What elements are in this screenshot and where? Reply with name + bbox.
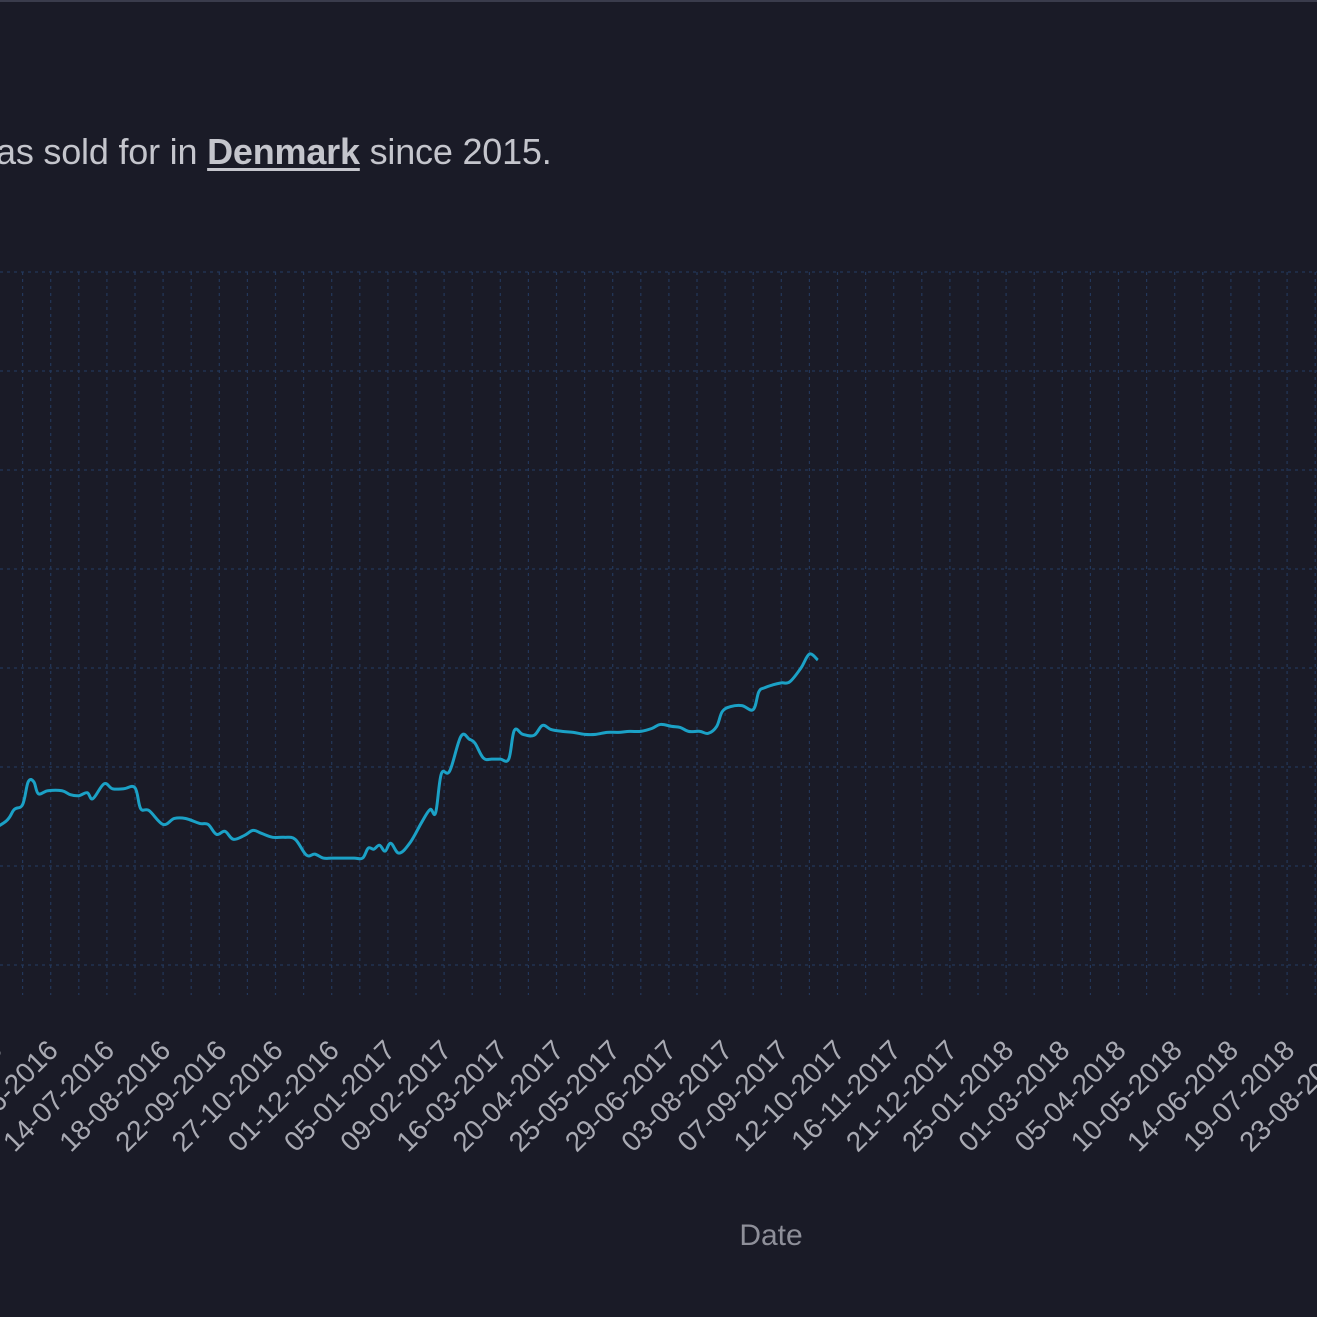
x-axis-title: Date bbox=[739, 1219, 802, 1252]
chart-line-layer bbox=[0, 652, 819, 861]
country-link[interactable]: Denmark bbox=[207, 131, 360, 172]
x-axis-ticks: 05-05-201609-06-201614-07-201618-08-2016… bbox=[0, 1034, 1317, 1157]
intro-prefix: as sold for in bbox=[0, 131, 208, 172]
price-line bbox=[0, 652, 819, 861]
intro-suffix: since 2015. bbox=[359, 131, 552, 172]
chart-grid bbox=[0, 271, 1317, 995]
chart-intro-text: as sold for in Denmark since 2015. bbox=[0, 131, 552, 173]
